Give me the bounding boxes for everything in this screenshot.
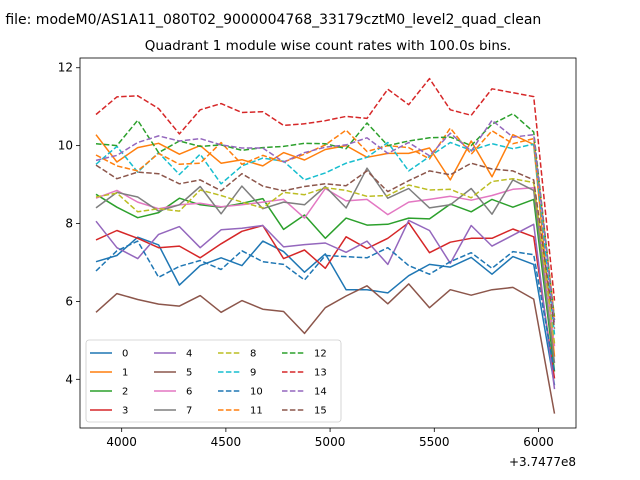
x-tick-label: 4000 xyxy=(106,435,137,449)
legend-item-5: 5 xyxy=(154,368,192,379)
legend-item-11: 11 xyxy=(218,406,263,417)
legend-label: 11 xyxy=(250,406,263,417)
series-line-12 xyxy=(95,112,556,321)
legend-label: 6 xyxy=(186,387,192,398)
legend-item-9: 9 xyxy=(218,368,256,379)
series-line-4 xyxy=(95,219,556,390)
legend-frame xyxy=(85,339,342,423)
legend-label: 13 xyxy=(314,368,327,379)
legend-item-15: 15 xyxy=(282,406,327,417)
legend-item-6: 6 xyxy=(154,387,192,398)
legend-label: 5 xyxy=(186,368,192,379)
x-tick-label: 4500 xyxy=(211,435,242,449)
y-tick-label: 4 xyxy=(65,372,73,386)
figure-title: n file: modeM0/AS1A11_080T02_9000004768_… xyxy=(0,12,541,28)
series-line-1 xyxy=(95,133,556,357)
legend-item-13: 13 xyxy=(282,368,327,379)
y-tick-label: 10 xyxy=(58,139,73,153)
legend-label: 15 xyxy=(314,406,327,417)
y-axis: 4 6 8 10 12 xyxy=(58,61,80,386)
y-tick-label: 8 xyxy=(65,217,73,231)
x-offset-label: +3.7477e8 xyxy=(509,455,576,469)
series-line-5 xyxy=(95,283,556,414)
legend-label: 14 xyxy=(314,387,327,398)
legend-item-10: 10 xyxy=(218,387,263,398)
series-line-9 xyxy=(95,141,556,335)
legend-label: 8 xyxy=(250,349,256,360)
legend-label: 1 xyxy=(122,368,128,379)
series-line-3 xyxy=(95,221,556,379)
legend-label: 3 xyxy=(122,406,128,417)
legend-item-7: 7 xyxy=(154,406,192,417)
x-axis: 4000 4500 5000 5500 6000 xyxy=(106,428,554,449)
legend-item-4: 4 xyxy=(154,349,192,360)
x-tick-label: 5000 xyxy=(315,435,346,449)
series-layer xyxy=(95,77,556,414)
series-line-11 xyxy=(95,127,556,318)
legend-label: 10 xyxy=(250,387,263,398)
series-line-2 xyxy=(95,193,556,372)
series-line-10 xyxy=(95,240,556,373)
legend-item-3: 3 xyxy=(90,406,128,417)
series-line-14 xyxy=(95,119,556,325)
legend-item-2: 2 xyxy=(90,387,128,398)
plot-frame xyxy=(79,57,577,429)
y-tick-label: 12 xyxy=(58,61,73,75)
legend-label: 9 xyxy=(250,368,256,379)
legend-label: 7 xyxy=(186,406,192,417)
series-line-7 xyxy=(95,167,556,364)
x-tick-label: 6000 xyxy=(523,435,554,449)
chart-title: Quadrant 1 module wise count rates with … xyxy=(145,38,511,54)
series-line-13 xyxy=(95,77,556,301)
series-line-6 xyxy=(95,186,556,347)
legend-item-1: 1 xyxy=(90,368,128,379)
legend-item-0: 0 xyxy=(90,349,128,360)
legend-item-12: 12 xyxy=(282,349,327,360)
legend-item-8: 8 xyxy=(218,349,256,360)
legend-label: 12 xyxy=(314,349,327,360)
legend-label: 4 xyxy=(186,349,192,360)
legend-label: 0 xyxy=(122,349,128,360)
series-line-0 xyxy=(95,236,556,386)
series-line-8 xyxy=(95,177,556,344)
legend-item-14: 14 xyxy=(282,387,327,398)
x-tick-label: 5500 xyxy=(419,435,450,449)
series-line-15 xyxy=(95,162,556,329)
legend-label: 2 xyxy=(122,387,128,398)
y-tick-label: 6 xyxy=(65,294,73,308)
